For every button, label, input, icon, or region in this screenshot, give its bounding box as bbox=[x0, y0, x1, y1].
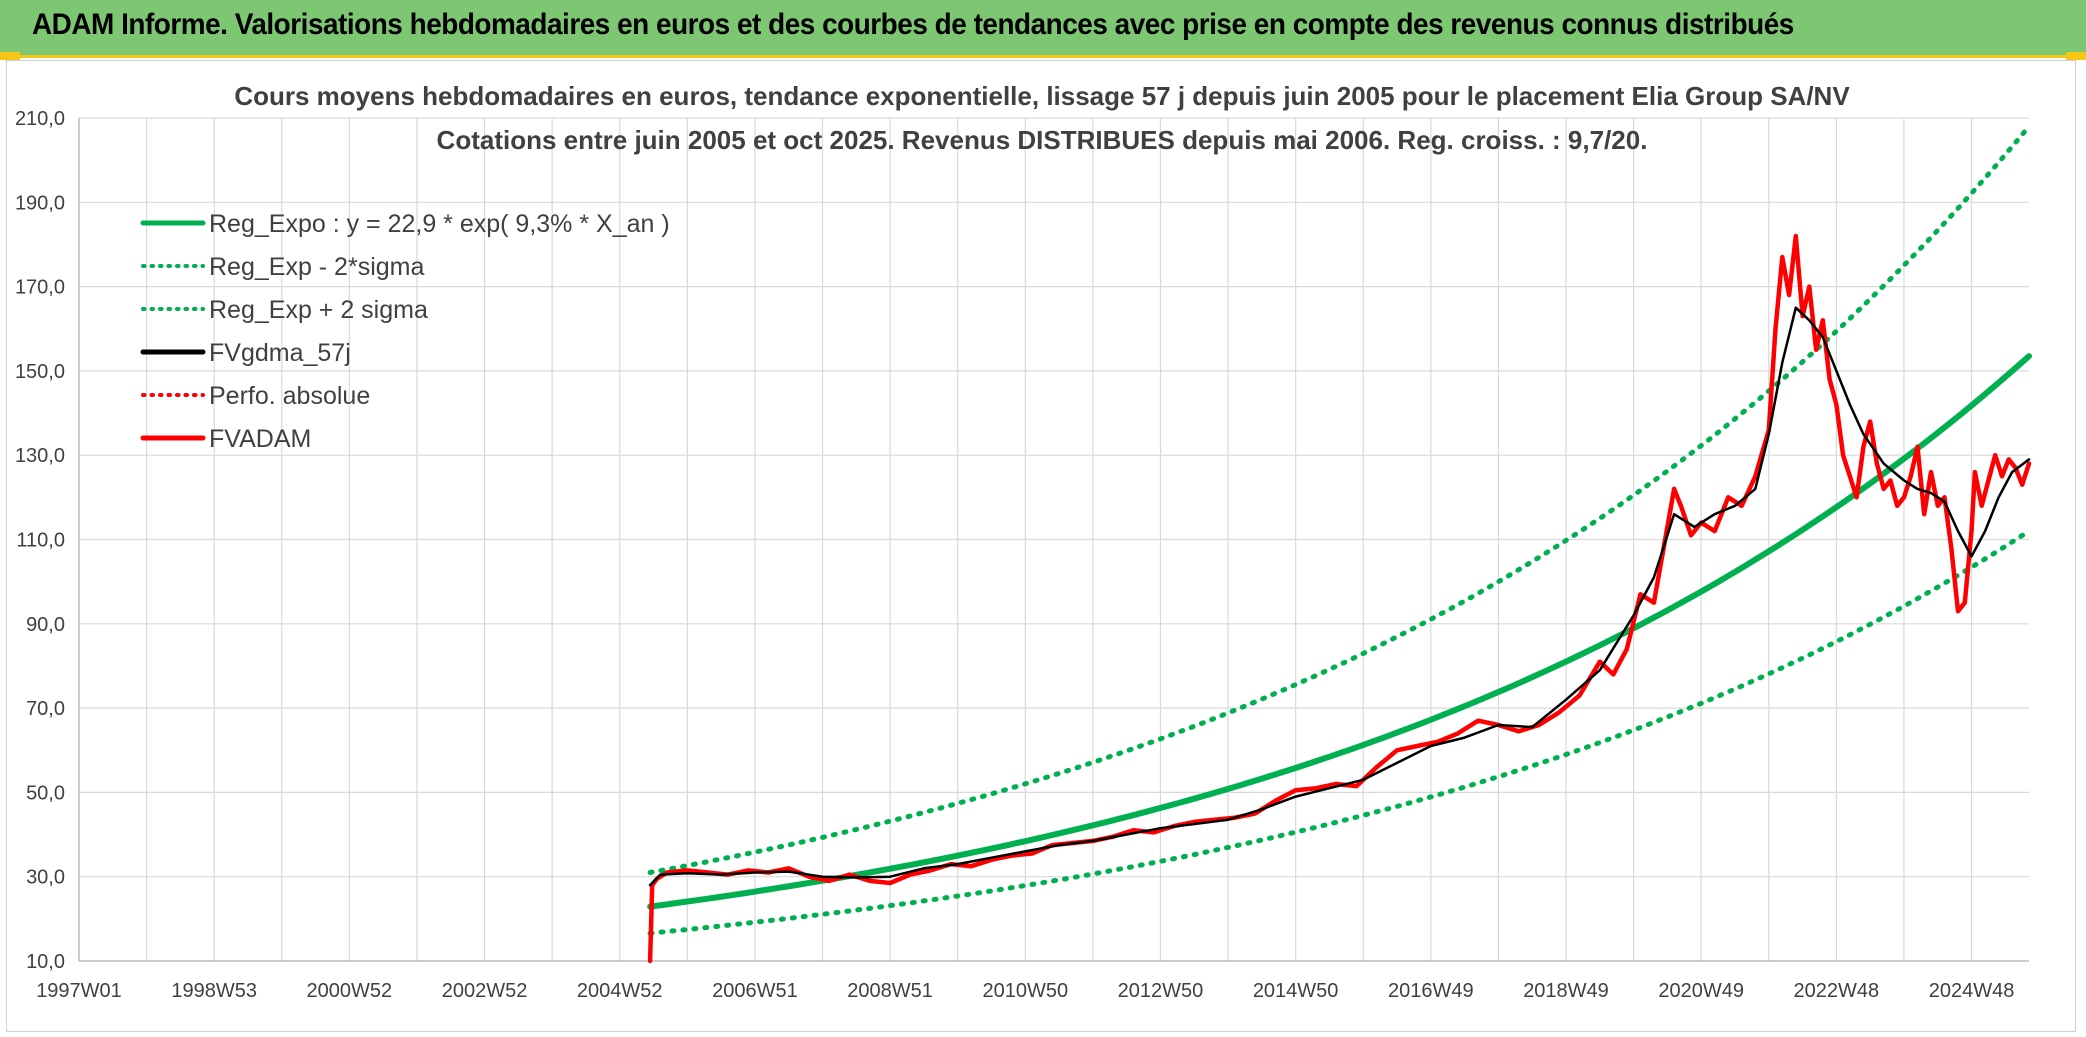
chart-area: Cours moyens hebdomadaires en euros, ten… bbox=[6, 60, 2076, 1032]
y-axis: 10,0 30,0 50,0 70,0 90,0 110,0 130,0 150,0 170,0… bbox=[15, 108, 80, 973]
x-tick-label: 1997W01 bbox=[36, 980, 122, 1002]
x-tick-label: 2018W49 bbox=[1523, 980, 1609, 1002]
y-tick-label: 210,0 bbox=[15, 108, 65, 130]
corner-accent-left bbox=[0, 52, 20, 60]
report-header: ADAM Informe. Valorisations hebdomadaire… bbox=[0, 0, 2086, 58]
x-tick-label: 2024W48 bbox=[1929, 980, 2015, 1002]
line-chart: Cours moyens hebdomadaires en euros, ten… bbox=[15, 81, 2032, 1002]
x-tick-label: 2016W49 bbox=[1388, 980, 1474, 1002]
x-axis: 1997W01 1998W53 2000W52 2002W52 2004W52 2006W… bbox=[36, 960, 2029, 1002]
y-tick-label: 190,0 bbox=[15, 192, 65, 214]
legend-label: Reg_Exp - 2*sigma bbox=[209, 253, 424, 281]
y-tick-label: 90,0 bbox=[26, 614, 65, 636]
series-reg-exp-plus-2sigma bbox=[647, 123, 2032, 875]
chart-title: Cours moyens hebdomadaires en euros, ten… bbox=[234, 81, 1850, 111]
chart-subtitle: Cotations entre juin 2005 et oct 2025. R… bbox=[437, 125, 1648, 155]
x-tick-label: 2020W49 bbox=[1658, 980, 1744, 1002]
series-reg-exp-minus-2sigma bbox=[647, 528, 2032, 936]
y-tick-label: 150,0 bbox=[15, 361, 65, 383]
y-tick-label: 170,0 bbox=[15, 277, 65, 299]
legend-label: Reg_Expo : y = 22,9 * exp( 9,3% * X_an ) bbox=[209, 210, 670, 238]
series-fvadam bbox=[647, 233, 2032, 964]
legend-label: FVADAM bbox=[209, 425, 311, 453]
y-tick-label: 10,0 bbox=[26, 951, 65, 973]
series-fvgdma-57j bbox=[648, 306, 2031, 887]
x-tick-label: 2012W50 bbox=[1118, 980, 1204, 1002]
corner-accent-right bbox=[2066, 52, 2086, 60]
x-tick-label: 2004W52 bbox=[577, 980, 663, 1002]
x-tick-label: 2014W50 bbox=[1253, 980, 1339, 1002]
report-title: ADAM Informe. Valorisations hebdomadaire… bbox=[32, 8, 1794, 41]
x-tick-label: 2006W51 bbox=[712, 980, 798, 1002]
x-tick-label: 2022W48 bbox=[1794, 980, 1880, 1002]
chart-legend: Reg_Expo : y = 22,9 * exp( 9,3% * X_an )… bbox=[140, 210, 670, 453]
legend-label: Perfo. absolue bbox=[209, 382, 370, 410]
x-tick-label: 2010W50 bbox=[982, 980, 1068, 1002]
y-tick-label: 50,0 bbox=[26, 782, 65, 804]
y-tick-label: 110,0 bbox=[16, 530, 65, 552]
x-tick-label: 2002W52 bbox=[442, 980, 528, 1002]
x-tick-label: 2008W51 bbox=[847, 980, 933, 1002]
y-tick-label: 70,0 bbox=[26, 698, 65, 720]
series-reg-expo bbox=[647, 353, 2032, 910]
y-tick-label: 30,0 bbox=[26, 867, 65, 889]
legend-label: FVgdma_57j bbox=[209, 339, 351, 367]
x-tick-label: 2000W52 bbox=[307, 980, 393, 1002]
x-tick-label: 1998W53 bbox=[171, 980, 257, 1002]
legend-label: Reg_Exp + 2 sigma bbox=[209, 296, 428, 324]
plot-area bbox=[647, 123, 2032, 964]
y-tick-label: 130,0 bbox=[15, 445, 65, 467]
